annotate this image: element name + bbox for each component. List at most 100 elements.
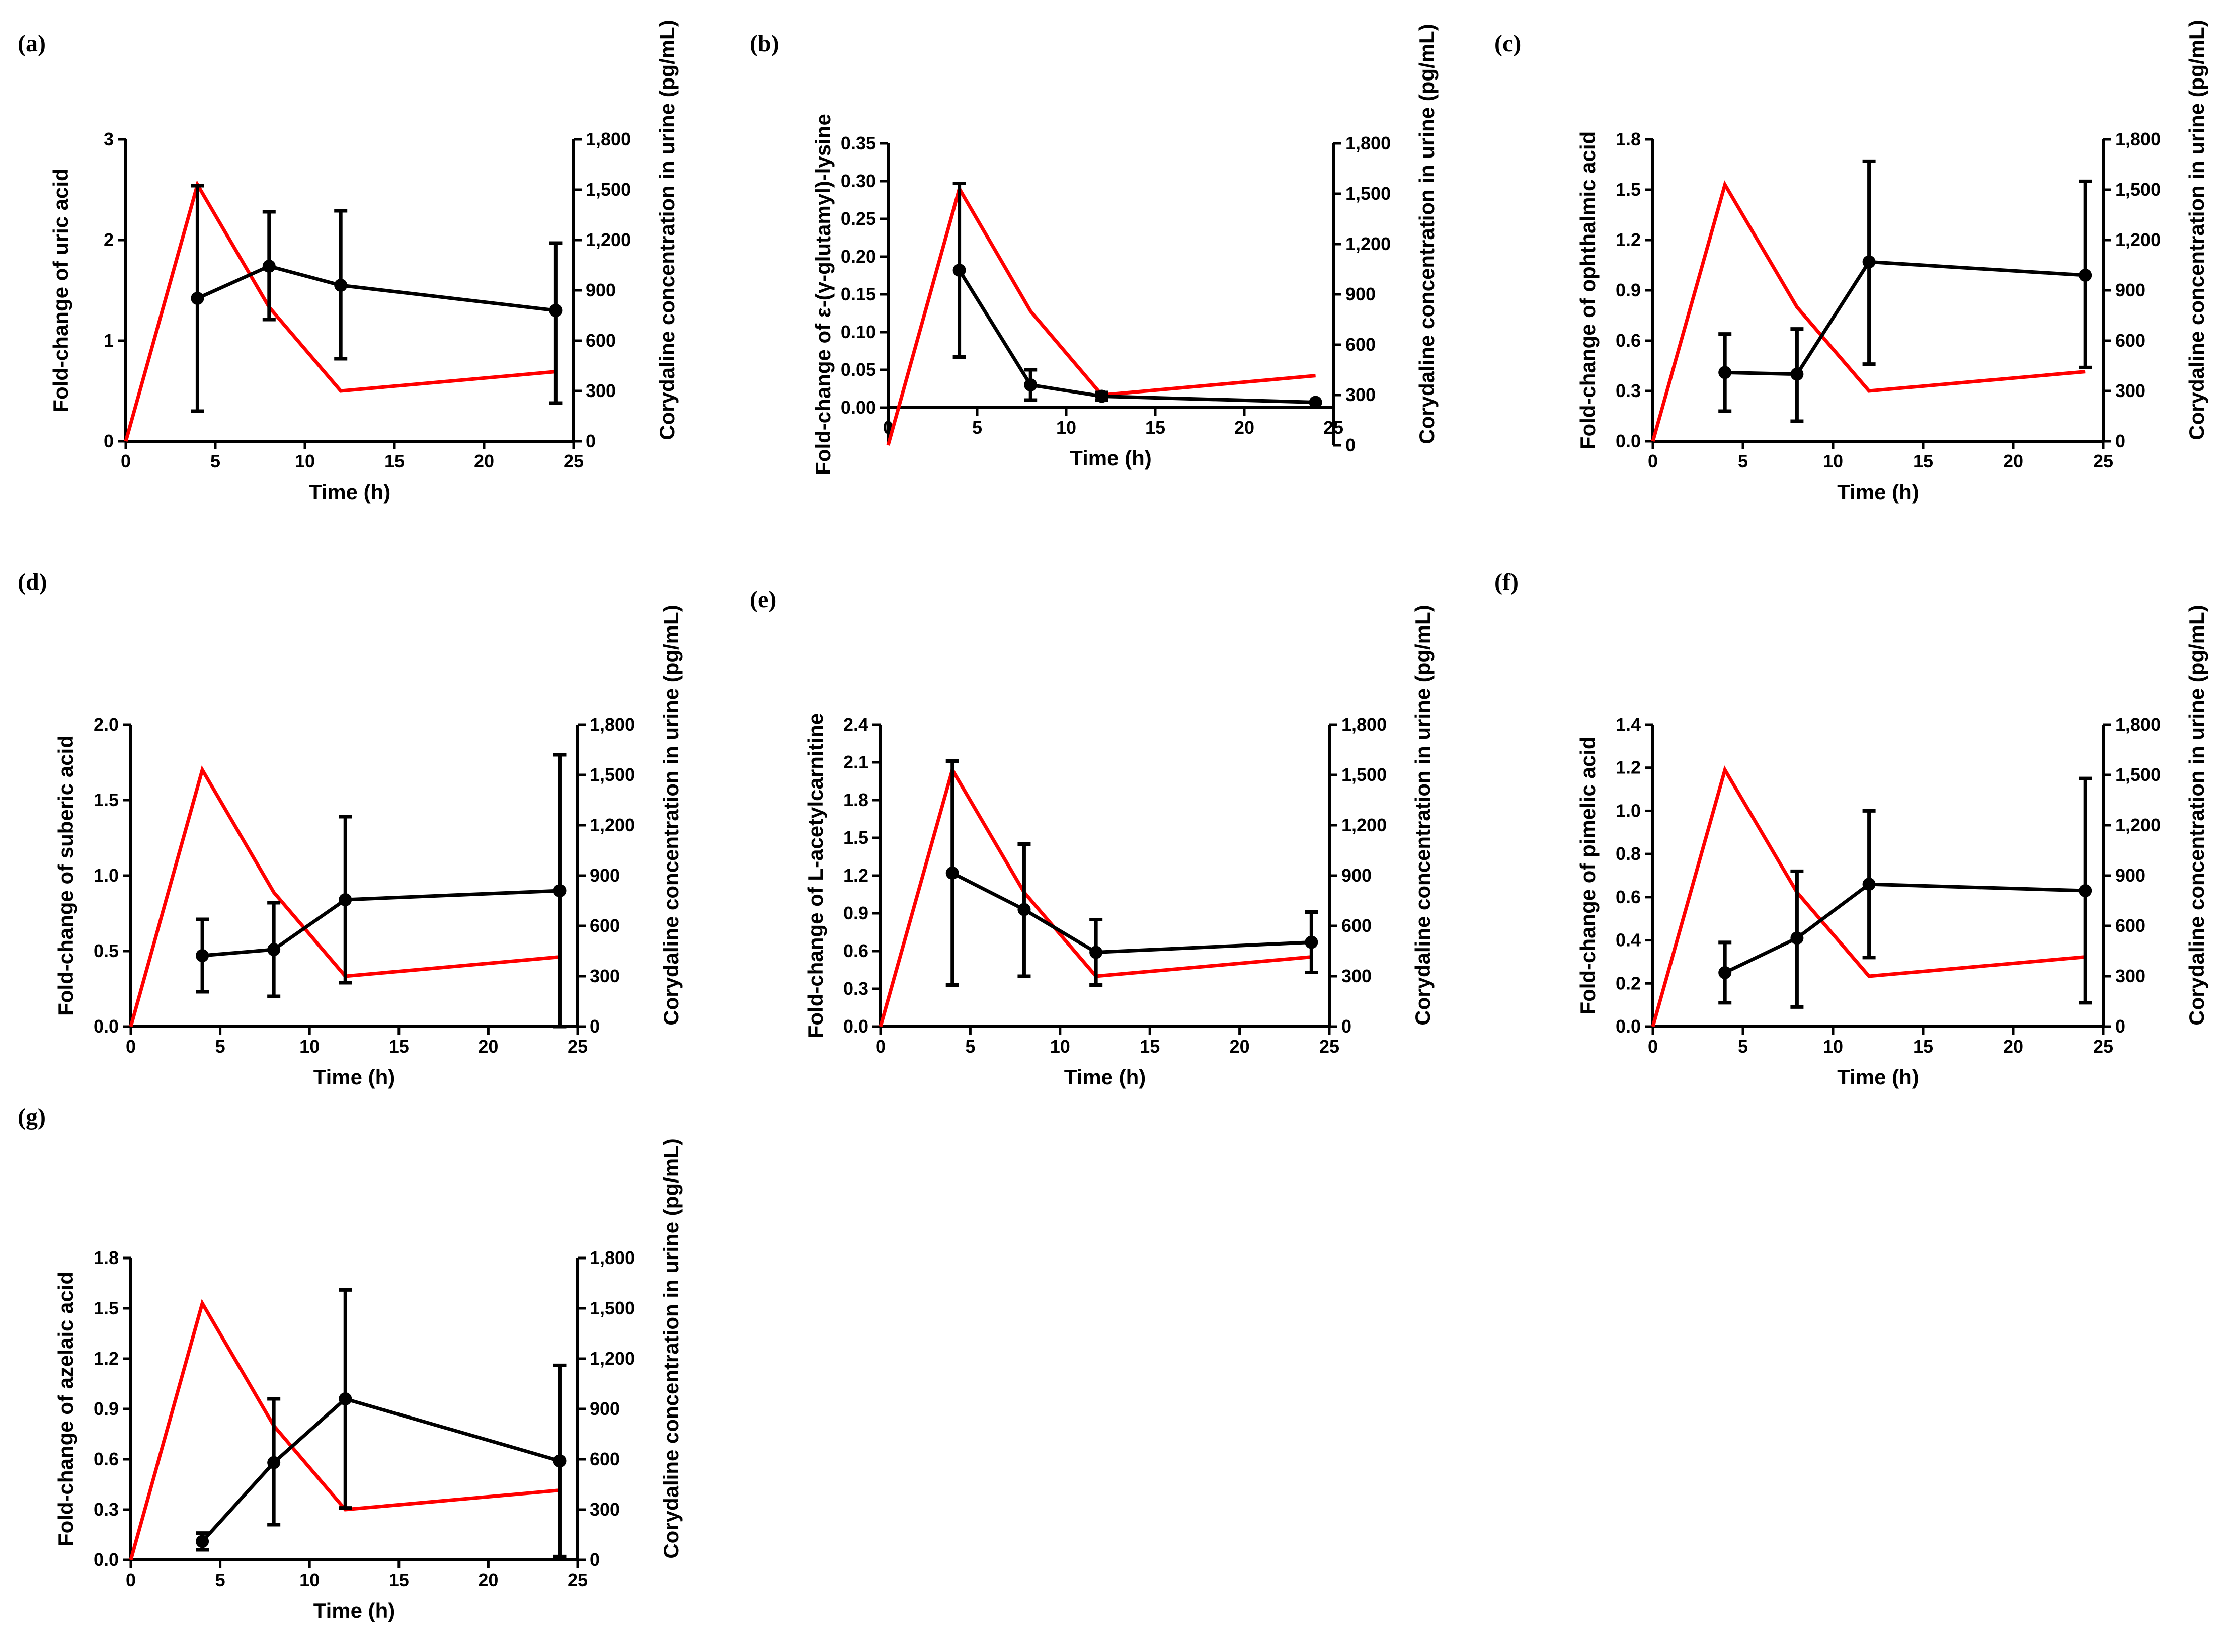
y2-tick-label: 0 bbox=[590, 1549, 600, 1570]
y-tick-label: 0.25 bbox=[841, 208, 876, 229]
data-point bbox=[1017, 903, 1031, 916]
y2-tick-label: 900 bbox=[1345, 284, 1376, 304]
x-tick-label: 10 bbox=[295, 451, 315, 471]
x-axis-title: Time (h) bbox=[1070, 446, 1152, 470]
y2-tick-label: 300 bbox=[590, 1499, 620, 1520]
y-tick-label: 0.9 bbox=[1616, 280, 1641, 300]
panel-g: (g) 0 5 10 15 20 25 0.0 0.3 0.6 0.9 1.2 1.5 1.8 0 300 60… bbox=[18, 1104, 683, 1622]
y-tick-label: 0.00 bbox=[841, 397, 876, 418]
y2-tick-label: 300 bbox=[590, 966, 620, 986]
x-tick-label: 10 bbox=[299, 1569, 320, 1590]
x-tick-label: 20 bbox=[2003, 1036, 2023, 1057]
x-tick-label: 10 bbox=[1050, 1036, 1070, 1057]
corydaline-series-line bbox=[886, 184, 1316, 446]
data-point bbox=[553, 884, 567, 897]
y2-tick-label: 0 bbox=[1345, 435, 1356, 455]
x-tick-label: 15 bbox=[1145, 417, 1165, 438]
x-tick-label: 5 bbox=[1738, 451, 1748, 471]
y2-axis-title: Corydaline concentration in urine (pg/mL… bbox=[1415, 24, 1439, 444]
metabolite-series-line bbox=[1725, 260, 2086, 376]
y-tick-label: 0.3 bbox=[1616, 380, 1641, 401]
y-tick-label: 1.0 bbox=[1616, 800, 1641, 821]
data-point bbox=[1718, 966, 1732, 979]
x-tick-label: 10 bbox=[1823, 451, 1843, 471]
data-point bbox=[262, 260, 276, 273]
y2-tick-label: 900 bbox=[586, 280, 616, 300]
y2-axis-title: Corydaline concentration in urine (pg/mL… bbox=[2185, 605, 2208, 1025]
data-point bbox=[267, 943, 281, 956]
data-point bbox=[267, 1456, 281, 1469]
y2-tick-label: 900 bbox=[1341, 865, 1372, 886]
x-tick-label: 25 bbox=[1323, 417, 1343, 438]
y2-tick-label: 1,800 bbox=[2115, 714, 2161, 735]
y-tick-label: 0.35 bbox=[841, 133, 876, 153]
x-tick-label: 5 bbox=[965, 1036, 975, 1057]
y-tick-label: 1.5 bbox=[94, 790, 119, 810]
y2-tick-label: 600 bbox=[590, 1449, 620, 1469]
y-tick-label: 0.6 bbox=[1616, 887, 1641, 907]
x-tick-label: 5 bbox=[1738, 1036, 1748, 1057]
y2-tick-label: 1,500 bbox=[590, 764, 635, 785]
y-tick-label: 2.4 bbox=[843, 714, 868, 735]
y-tick-label: 1.5 bbox=[1616, 179, 1641, 200]
y2-tick-label: 1,500 bbox=[1345, 183, 1391, 204]
panel-f: (f) 0 5 10 15 20 25 0.0 0.2 0.4 0.6 0.8 1.0 1.2 1.4 0 30… bbox=[1494, 569, 2208, 1089]
data-point bbox=[339, 893, 352, 906]
data-point bbox=[2079, 269, 2092, 282]
y-axis-title: Fold-change of azelaic acid bbox=[54, 1272, 77, 1546]
y-tick-label: 1.2 bbox=[1616, 757, 1641, 778]
data-point bbox=[1790, 931, 1804, 945]
y-tick-label: 1.0 bbox=[94, 865, 119, 886]
y-tick-label: 0.8 bbox=[1616, 843, 1641, 864]
y-tick-label: 0.15 bbox=[841, 284, 876, 304]
y2-tick-label: 600 bbox=[1345, 334, 1376, 355]
x-tick-label: 15 bbox=[384, 451, 405, 471]
data-point bbox=[1718, 366, 1732, 379]
y2-tick-label: 900 bbox=[590, 1398, 620, 1419]
x-tick-label: 0 bbox=[126, 1569, 136, 1590]
y-tick-label: 1.2 bbox=[94, 1348, 119, 1369]
y2-tick-label: 1,500 bbox=[2115, 764, 2161, 785]
y-tick-label: 1 bbox=[104, 330, 114, 351]
y-tick-label: 0 bbox=[104, 431, 114, 451]
y2-tick-label: 1,800 bbox=[590, 714, 635, 735]
y2-tick-label: 0 bbox=[1341, 1016, 1351, 1037]
y-tick-label: 0.6 bbox=[843, 940, 868, 961]
y-axis-title: Fold-change of L-acetylcarnitine bbox=[804, 713, 827, 1038]
metabolite-series-line bbox=[202, 889, 560, 958]
y2-tick-label: 900 bbox=[590, 865, 620, 886]
y2-tick-label: 1,500 bbox=[2115, 179, 2161, 200]
panel-label: (g) bbox=[18, 1104, 46, 1130]
y2-tick-label: 1,200 bbox=[590, 1348, 635, 1369]
y-tick-label: 1.8 bbox=[843, 790, 868, 810]
panel-label: (d) bbox=[18, 569, 47, 595]
panel-d: (d) 0 5 10 15 20 25 0.0 0.5 1.0 1.5 2.0 0 300 600 900 1,… bbox=[18, 569, 683, 1089]
x-axis-title: Time (h) bbox=[313, 1599, 395, 1622]
y2-tick-label: 600 bbox=[1341, 915, 1372, 936]
y-tick-label: 0.3 bbox=[843, 978, 868, 999]
data-point bbox=[191, 292, 204, 305]
data-point bbox=[553, 1454, 567, 1468]
y2-tick-label: 1,800 bbox=[1341, 714, 1387, 735]
y-axis-title: Fold-change of ε-(γ-glutamyl)-lysine bbox=[811, 114, 835, 475]
y-tick-label: 0.0 bbox=[94, 1549, 119, 1570]
metabolite-series-line bbox=[958, 269, 1316, 404]
metabolite-series-line bbox=[1724, 882, 2086, 975]
x-tick-label: 25 bbox=[568, 1569, 588, 1590]
y2-tick-label: 1,800 bbox=[2115, 129, 2161, 149]
panel-a: (a)0 5 10 15 20 25012303006009001,2001,5001,8… bbox=[18, 20, 679, 504]
y2-tick-label: 300 bbox=[1341, 966, 1372, 986]
y-tick-label: 1.5 bbox=[94, 1298, 119, 1318]
corydaline-series-line bbox=[1651, 180, 2086, 442]
y2-tick-label: 1,500 bbox=[586, 179, 631, 200]
y2-tick-label: 300 bbox=[2115, 966, 2145, 986]
x-tick-label: 15 bbox=[389, 1036, 409, 1057]
panel-b: (b) 0 5 10 15 20 25 0.00 0.05 0.10 0.15 0.20 0.25 0.3… bbox=[750, 24, 1439, 475]
x-tick-label: 20 bbox=[1234, 417, 1254, 438]
data-point bbox=[196, 949, 209, 962]
data-point bbox=[945, 867, 959, 880]
panel-label: (f) bbox=[1494, 569, 1519, 595]
y-tick-label: 2.0 bbox=[94, 714, 119, 735]
data-point bbox=[549, 304, 563, 317]
y2-tick-label: 0 bbox=[590, 1016, 600, 1037]
